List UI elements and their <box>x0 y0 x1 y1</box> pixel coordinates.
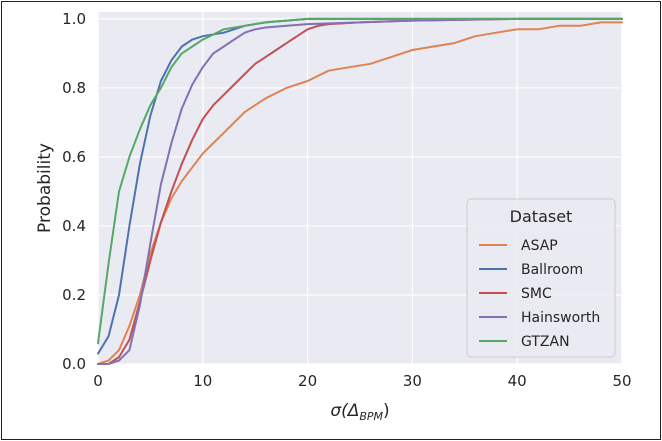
x-tick-label: 10 <box>193 372 212 390</box>
y-tick-label: 0.6 <box>62 148 86 166</box>
x-axis-label: σ(ΔBPM) <box>330 401 389 423</box>
legend-label-ballroom: Ballroom <box>521 262 583 278</box>
x-tick-label: 50 <box>612 372 631 390</box>
x-axis-label-main: σ(Δ <box>330 401 359 421</box>
y-tick-label: 0.8 <box>62 79 86 97</box>
legend: Dataset ASAP Ballroom SMC Hainsworth GTZAN <box>467 199 615 357</box>
legend-title: Dataset <box>510 207 573 226</box>
legend-label-gtzan: GTZAN <box>521 334 570 350</box>
y-axis-label: Probability <box>35 143 55 233</box>
y-tick-label: 0.0 <box>62 355 86 373</box>
y-tick-label: 0.2 <box>62 286 86 304</box>
x-tick-label: 40 <box>508 372 527 390</box>
legend-label-hainsworth: Hainsworth <box>521 310 600 326</box>
x-tick-label: 30 <box>403 372 422 390</box>
x-axis-label-sub: BPM <box>359 410 383 423</box>
legend-label-asap: ASAP <box>521 238 558 254</box>
y-tick-label: 0.4 <box>62 217 86 235</box>
x-tick-label: 0 <box>93 372 103 390</box>
y-tick-label: 1.0 <box>62 10 86 28</box>
legend-label-smc: SMC <box>521 286 552 302</box>
x-axis-label-end: ) <box>383 401 390 421</box>
x-tick-label: 20 <box>298 372 317 390</box>
